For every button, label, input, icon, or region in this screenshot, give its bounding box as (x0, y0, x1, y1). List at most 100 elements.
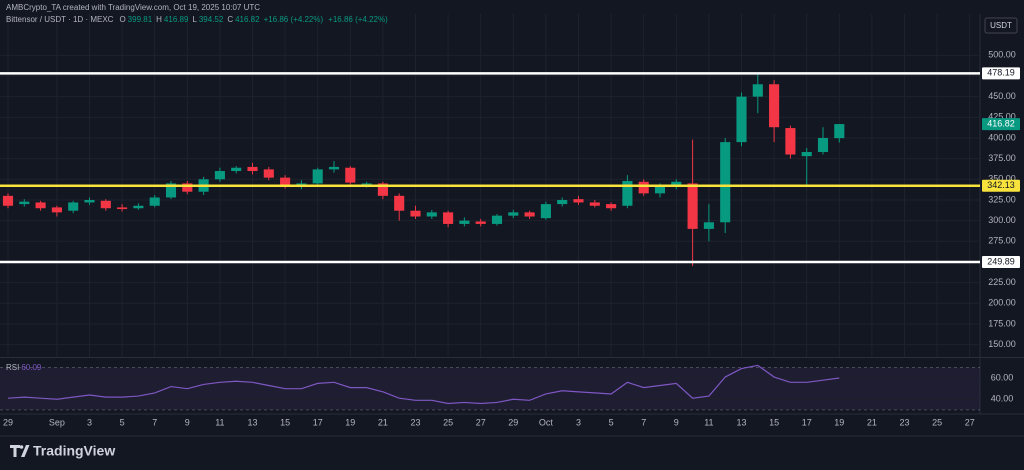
candle-body (426, 212, 437, 217)
candle-body (785, 128, 796, 155)
legend-value: 394.52 (199, 15, 224, 24)
logo-dot (19, 445, 24, 449)
candle-body (133, 205, 144, 209)
legend-value: 416.89 (164, 15, 189, 24)
candle-body (557, 199, 568, 205)
y-tick-label: 375.00 (988, 153, 1016, 163)
x-tick-label: 5 (120, 417, 125, 427)
candle-body (182, 183, 193, 192)
candle-body (2, 195, 14, 206)
candle-body (687, 183, 698, 229)
level-label-box (982, 256, 1020, 269)
x-tick-label: 3 (87, 417, 92, 427)
candle-body (149, 197, 160, 206)
rsi-pane (0, 364, 980, 411)
x-tick-label: 13 (736, 417, 746, 427)
y-tick-label: 150.00 (988, 339, 1016, 349)
legend-key: O (119, 15, 125, 24)
candle-body (296, 183, 307, 186)
candle-body (508, 212, 519, 216)
x-tick-label: 29 (508, 417, 518, 427)
candle-body (68, 202, 79, 211)
x-tick-label: 15 (769, 417, 779, 427)
legend-key: L (192, 15, 197, 24)
candle-body (654, 185, 666, 194)
x-tick-label: 17 (802, 417, 812, 427)
level-label: 478.19 (987, 68, 1015, 78)
credit: AMBCrypto_TA created with TradingView.co… (6, 3, 260, 12)
y-tick-label: 275.00 (988, 236, 1016, 246)
legend-change: +16.86 (+4.22%) (328, 15, 388, 24)
x-tick-label: Oct (539, 417, 554, 427)
candle-body (459, 220, 470, 224)
candle-body (622, 180, 633, 206)
candle-body (312, 169, 323, 184)
legend-value: 399.81 (128, 15, 153, 24)
candle-body (231, 167, 242, 172)
legend-value: 416.82 (235, 15, 260, 24)
candle-body (165, 183, 177, 198)
candle-body (410, 210, 421, 217)
candle-body (671, 181, 682, 186)
candle-body (377, 183, 388, 196)
axes: 29 Sep 3 5 7 9 11 13 15 17 19 21 23 25 27 29 Oct 3 5 7 9 11 13… (3, 50, 1020, 427)
level-label: 249.89 (987, 256, 1015, 266)
x-tick-label: 27 (476, 417, 486, 427)
candle-body (573, 199, 584, 203)
candle-body (491, 215, 503, 224)
x-tick-label: 17 (313, 417, 323, 427)
y-tick-label: 175.00 (988, 318, 1016, 328)
x-tick-label: 25 (932, 417, 942, 427)
x-tick-label: 13 (247, 417, 257, 427)
candle-body (540, 204, 551, 219)
y-tick-label: 450.00 (988, 91, 1016, 101)
candle-body (817, 137, 829, 153)
candle-body (51, 207, 62, 213)
candle-body (84, 199, 95, 203)
rsi-tick-label: 40.00 (991, 394, 1014, 404)
y-tick-label: 425.00 (988, 112, 1016, 122)
x-tick-label: 21 (867, 417, 877, 427)
legend-symbol: Bittensor / USDT · 1D · MEXC (6, 15, 114, 24)
rsi-line (7, 364, 840, 405)
candle-body (328, 166, 340, 170)
candle-body (394, 195, 405, 211)
x-tick-label: 19 (834, 417, 844, 427)
x-tick-label: 25 (443, 417, 453, 427)
x-tick-label: 21 (378, 417, 388, 427)
last-price-label: 416.82 (987, 118, 1015, 128)
x-tick-label: 19 (345, 417, 355, 427)
price-pane (0, 14, 980, 357)
x-tick-label: 9 (674, 417, 679, 427)
candle-body (736, 96, 747, 143)
candle-body (606, 204, 617, 209)
candle-body (345, 167, 356, 183)
candle-body (35, 202, 46, 209)
candle-body (214, 171, 225, 180)
y-tick-label: 400.00 (988, 132, 1016, 142)
legend-key: C (227, 15, 233, 24)
level-label: 342.13 (987, 180, 1015, 190)
candle-body (524, 212, 535, 217)
candle-body (834, 124, 845, 139)
legend-change: +16.86 (+4.22%) (264, 15, 324, 24)
logo-mark (10, 445, 30, 457)
last-price-box (982, 118, 1020, 131)
candle-body (19, 201, 30, 205)
x-tick-label: 3 (576, 417, 581, 427)
x-tick-label: 27 (965, 417, 975, 427)
rsi-name: RSI (6, 363, 19, 372)
x-tick-label: 5 (609, 417, 614, 427)
level-label-box (982, 179, 1020, 192)
candle-body (361, 183, 372, 186)
currency-badge[interactable] (984, 17, 1018, 34)
candle-body (100, 200, 111, 209)
currency: USDT (990, 21, 1012, 30)
x-tick-label: 7 (641, 417, 646, 427)
logo: TradingView (10, 443, 115, 459)
candle-body (720, 142, 731, 223)
candle-body (263, 169, 274, 178)
level-label-box (982, 67, 1020, 80)
x-tick-label: 11 (704, 417, 713, 427)
